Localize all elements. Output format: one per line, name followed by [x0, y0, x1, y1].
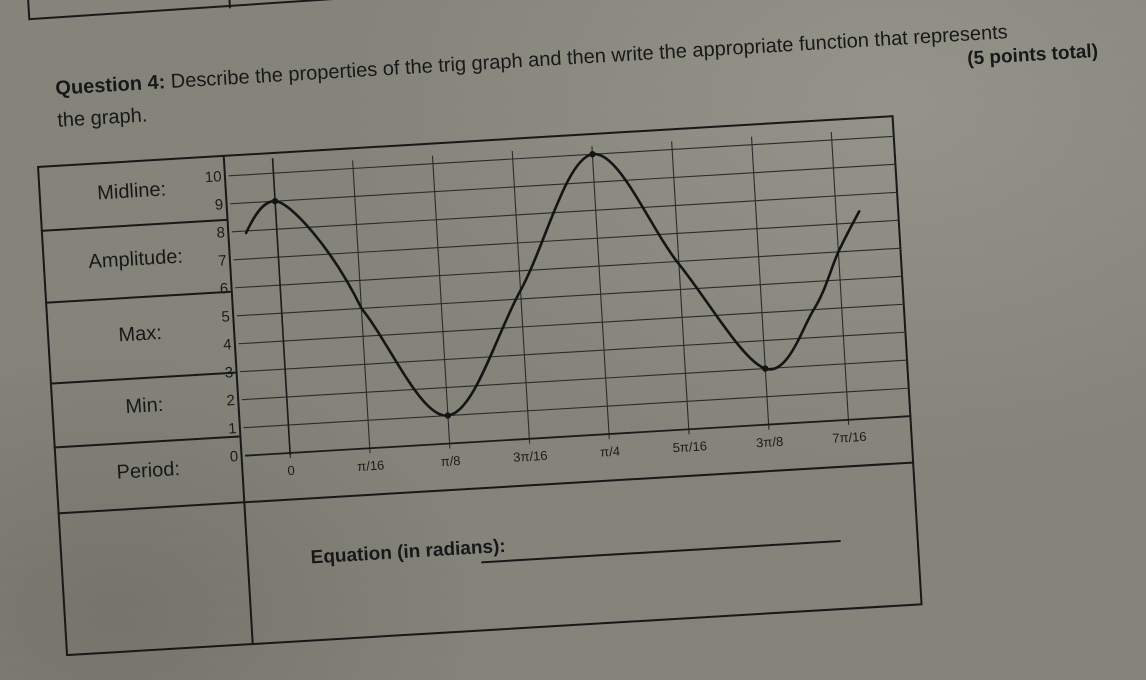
- svg-text:π/16: π/16: [357, 457, 385, 474]
- svg-text:π/8: π/8: [440, 453, 461, 469]
- svg-text:8: 8: [216, 224, 225, 241]
- svg-text:3π/16: 3π/16: [513, 448, 548, 465]
- svg-text:7π/16: 7π/16: [832, 429, 867, 446]
- svg-text:2: 2: [226, 392, 235, 409]
- svg-text:π/4: π/4: [600, 443, 621, 459]
- svg-text:3π/8: 3π/8: [756, 434, 784, 451]
- svg-text:3: 3: [224, 364, 233, 381]
- svg-text:5: 5: [221, 308, 230, 325]
- svg-text:10: 10: [204, 168, 222, 186]
- svg-text:9: 9: [214, 196, 223, 213]
- svg-text:6: 6: [219, 280, 228, 297]
- svg-text:1: 1: [228, 420, 237, 437]
- svg-text:0: 0: [287, 463, 295, 478]
- svg-text:0: 0: [229, 448, 238, 465]
- svg-text:5π/16: 5π/16: [672, 438, 707, 455]
- svg-text:7: 7: [218, 252, 227, 269]
- svg-text:4: 4: [223, 336, 232, 353]
